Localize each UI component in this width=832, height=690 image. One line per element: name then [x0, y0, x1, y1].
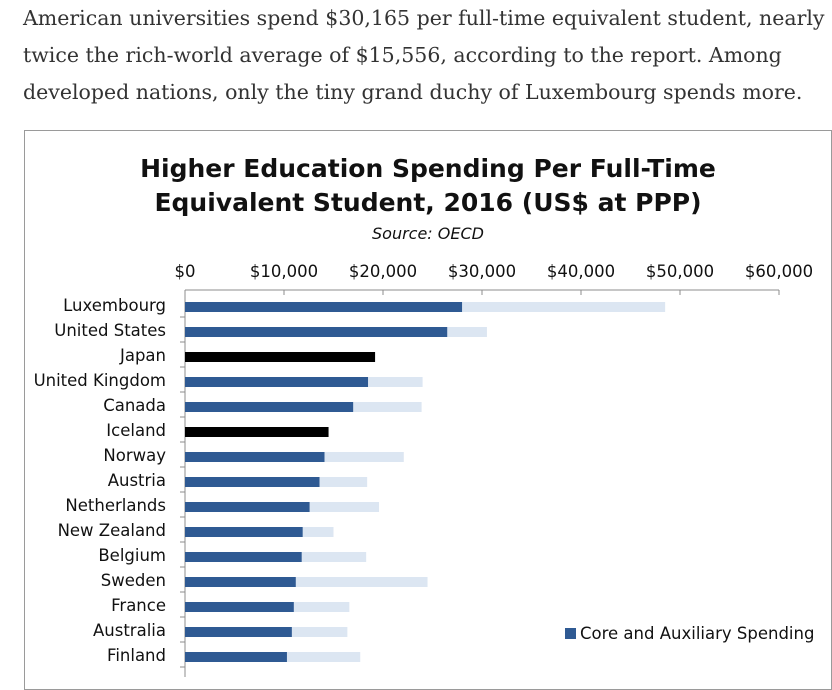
bar-core-spending [185, 452, 325, 462]
article-line-3: developed nations, only the tiny grand d… [23, 80, 803, 104]
category-label: Australia [93, 621, 166, 640]
bar-other-spending [291, 627, 348, 637]
bar-other-spending [295, 577, 428, 587]
bar-other-spending [319, 477, 368, 487]
legend-label: Core and Auxiliary Spending [580, 624, 814, 643]
category-label: Austria [108, 471, 166, 490]
x-tick-label: $30,000 [448, 262, 516, 281]
bar-other-spending [462, 302, 666, 312]
category-label: United Kingdom [34, 371, 166, 390]
bar-other-spending [301, 552, 367, 562]
bar-core-spending [185, 577, 296, 587]
category-label: Belgium [98, 546, 166, 565]
bar-other-spending [293, 602, 350, 612]
bar-core-spending [185, 552, 302, 562]
bar-core-spending [185, 602, 294, 612]
x-axis: $0 $10,000 $20,000 $30,000 $40,000 $50,000 $60… [175, 262, 813, 295]
bar-other-spending [368, 377, 423, 387]
bar-core-spending [185, 427, 329, 437]
bar-other-spending [286, 652, 361, 662]
chart-title-line-2: Equivalent Student, 2016 (US$ at PPP) [154, 188, 701, 217]
bar-core-spending [185, 502, 310, 512]
x-tick-label: $20,000 [349, 262, 417, 281]
bar-other-spending [309, 502, 380, 512]
article-paragraph: American universities spend $30,165 per … [23, 0, 825, 111]
bar-core-spending [185, 377, 369, 387]
bar-core-spending [185, 302, 463, 312]
bar-other-spending [447, 327, 487, 337]
category-label: United States [54, 321, 166, 340]
category-axis: Luxembourg United States Japan United Kingd… [34, 290, 186, 677]
chart-title-line-1: Higher Education Spending Per Full-Time [140, 154, 716, 183]
category-label: Iceland [106, 421, 166, 440]
category-label: Sweden [101, 571, 166, 590]
category-label: New Zealand [58, 521, 166, 540]
category-label: Finland [107, 646, 166, 665]
article-line-1: American universities spend $30,165 per … [23, 6, 825, 30]
bar-core-spending [185, 352, 376, 362]
x-tick-label: $50,000 [646, 262, 714, 281]
x-tick-label: $10,000 [250, 262, 318, 281]
article-line-2: twice the rich-world average of $15,556,… [23, 43, 782, 67]
category-label: Japan [119, 346, 166, 365]
x-tick-label: $40,000 [547, 262, 615, 281]
category-label: Luxembourg [63, 296, 166, 315]
category-label: Norway [103, 446, 166, 465]
bar-other-spending [324, 452, 404, 462]
bar-core-spending [185, 652, 287, 662]
bar-core-spending [185, 477, 320, 487]
legend-swatch [565, 628, 576, 639]
bar-chart: Higher Education Spending Per Full-Time … [34, 154, 814, 677]
bars [185, 302, 666, 662]
bar-core-spending [185, 327, 448, 337]
chart-subtitle: Source: OECD [372, 224, 484, 243]
x-tick-label: $60,000 [745, 262, 813, 281]
category-label: Canada [103, 396, 166, 415]
bar-core-spending [185, 627, 292, 637]
legend: Core and Auxiliary Spending [565, 624, 814, 643]
x-tick-label: $0 [175, 262, 196, 281]
bar-core-spending [185, 527, 303, 537]
category-label: France [111, 596, 166, 615]
bar-other-spending [302, 527, 334, 537]
category-label: Netherlands [65, 496, 166, 515]
chart-frame: Higher Education Spending Per Full-Time … [24, 130, 832, 690]
bar-other-spending [353, 402, 422, 412]
bar-core-spending [185, 402, 354, 412]
